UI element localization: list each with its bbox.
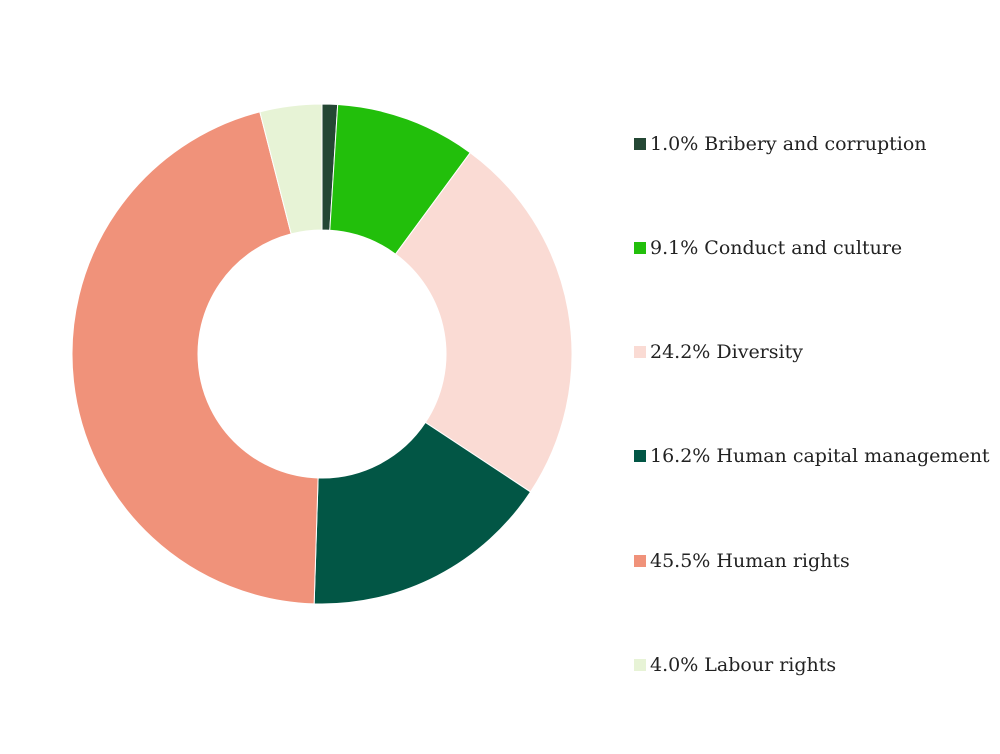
legend-label: 24.2% Diversity — [650, 341, 803, 364]
legend-item: 16.2% Human capital management — [634, 441, 994, 472]
legend-label: 9.1% Conduct and culture — [650, 236, 903, 259]
legend-swatch — [634, 450, 646, 463]
slice-labour-rights — [259, 103, 323, 235]
slice-human-rights — [71, 111, 319, 605]
slice-human-capital-management — [313, 421, 532, 605]
legend-swatch — [634, 241, 646, 254]
legend-label: 16.2% Human capital management — [650, 445, 990, 468]
legend-swatch — [634, 658, 646, 671]
legend-item: 4.0% Labour rights — [634, 649, 994, 680]
legend-item: 1.0% Bribery and corruption — [634, 128, 994, 159]
legend-swatch — [634, 554, 646, 567]
legend-label: 1.0% Bribery and corruption — [650, 132, 927, 155]
legend-label: 4.0% Labour rights — [650, 653, 837, 676]
legend-item: 9.1% Conduct and culture — [634, 232, 994, 263]
legend-item: 45.5% Human rights — [634, 545, 994, 576]
legend-swatch — [634, 137, 646, 150]
legend-label: 45.5% Human rights — [650, 549, 850, 572]
legend-item: 24.2% Diversity — [634, 337, 994, 368]
donut-chart — [71, 103, 573, 605]
chart-legend: 1.0% Bribery and corruption 9.1% Conduct … — [634, 128, 994, 754]
slice-diversity — [394, 151, 573, 493]
legend-swatch — [634, 346, 646, 359]
